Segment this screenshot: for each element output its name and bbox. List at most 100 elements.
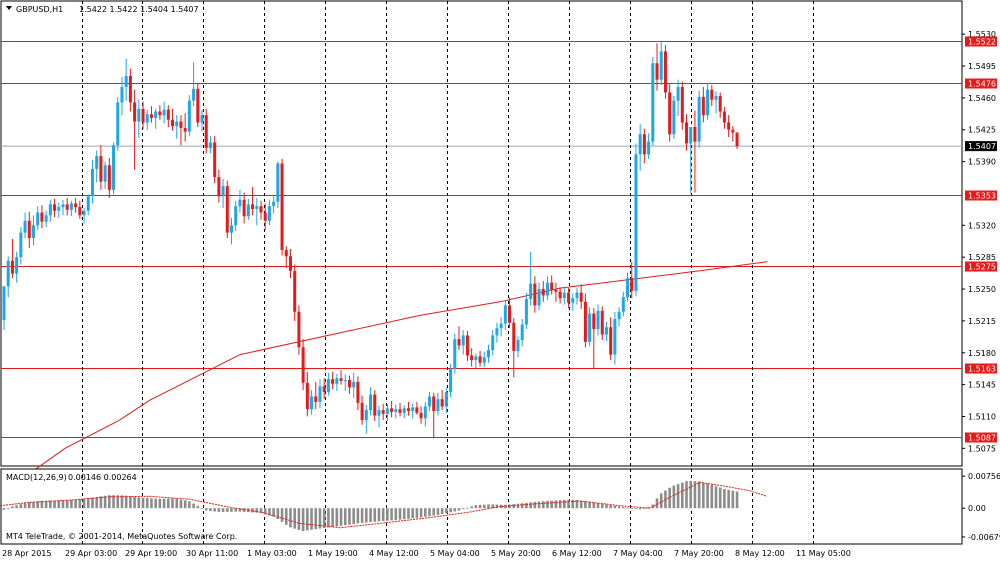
candle: [276, 161, 280, 209]
macd-bar: [171, 498, 174, 509]
macd-bar: [457, 508, 461, 511]
candle: [512, 318, 516, 378]
candle: [255, 198, 259, 226]
macd-bar: [276, 508, 280, 520]
candle: [486, 344, 490, 363]
price-tick-label: 1.5075: [968, 444, 996, 453]
candle: [655, 43, 659, 91]
candle: [701, 86, 705, 123]
candle: [360, 395, 364, 425]
macd-bar: [411, 508, 414, 519]
candle: [133, 89, 137, 170]
macd-bar: [183, 500, 187, 509]
candle: [200, 109, 204, 132]
macd-bar: [65, 500, 69, 509]
macd-bar: [525, 502, 528, 509]
price-tick-label: 1.5180: [968, 349, 996, 358]
macd-bar: [314, 508, 318, 530]
macd-tick-label: 0.00: [968, 504, 986, 513]
macd-bar: [702, 482, 705, 509]
macd-bar: [689, 480, 693, 509]
macd-bar: [196, 506, 200, 509]
macd-bar: [567, 499, 570, 509]
price-level-badge: [965, 261, 997, 272]
macd-bar: [99, 496, 103, 509]
candle: [722, 106, 726, 129]
candle: [40, 205, 44, 229]
macd-bar: [23, 503, 27, 509]
macd-bar: [424, 508, 427, 517]
macd-bar: [647, 506, 650, 509]
macd-bar: [280, 508, 284, 522]
macd-bar: [230, 508, 233, 512]
price-plot-frame: [0, 0, 963, 467]
candle: [668, 84, 672, 142]
candle: [57, 202, 61, 219]
macd-bar: [613, 505, 617, 509]
macd-bar: [685, 481, 688, 509]
macd-bar: [289, 508, 292, 528]
macd-plot[interactable]: 0.00756 0.00 -0.00679 MACD(12,26,9) 0.0014…: [0, 468, 1000, 545]
candle: [322, 378, 326, 400]
macd-bar: [474, 505, 478, 509]
macd-bar: [579, 500, 583, 509]
time-tick-label: 1 May 03:00: [247, 549, 297, 558]
candle: [499, 317, 503, 337]
current-price-badge: [965, 141, 997, 152]
macd-histogram: [2, 480, 739, 532]
macd-bar: [672, 485, 676, 509]
candle: [6, 256, 10, 298]
candle: [567, 288, 571, 309]
macd-bar: [495, 504, 499, 509]
macd-bar: [263, 508, 267, 515]
macd-bar: [680, 482, 684, 509]
price-level-badge: [965, 36, 997, 47]
candle: [267, 199, 271, 226]
candle: [537, 282, 541, 310]
macd-bar: [499, 504, 503, 509]
macd-bar: [86, 498, 90, 509]
candle: [592, 308, 596, 370]
macd-bar: [390, 508, 393, 521]
candle: [411, 403, 415, 419]
candle: [495, 322, 499, 343]
macd-bar: [571, 499, 575, 509]
price-tick-label: 1.5530: [968, 30, 996, 39]
candle: [69, 200, 73, 217]
candle: [613, 311, 617, 365]
candle: [381, 403, 385, 421]
candle: [457, 326, 461, 351]
macd-bar: [365, 508, 368, 523]
symbol-timeframe: GBPUSD,H1: [16, 5, 63, 14]
candle: [192, 62, 196, 107]
dropdown-triangle-icon[interactable]: [6, 6, 12, 10]
macd-bar: [284, 508, 288, 525]
candle: [419, 406, 423, 424]
candle: [343, 374, 347, 391]
candle: [175, 115, 179, 139]
candle: [310, 390, 314, 415]
macd-bar: [415, 508, 419, 518]
macd-bar: [356, 508, 360, 524]
macd-axis: 0.00756 0.00 -0.00679: [962, 472, 1000, 542]
candle: [61, 199, 65, 216]
candle: [53, 198, 57, 218]
macd-bar: [188, 501, 191, 509]
macd-bar: [440, 508, 444, 515]
macd-bar: [74, 499, 77, 509]
candle: [672, 96, 676, 139]
candle: [461, 330, 465, 355]
macd-bar: [234, 508, 238, 512]
macd-tick-label: -0.00679: [968, 533, 1000, 542]
macd-bar: [108, 495, 111, 509]
candle: [158, 105, 162, 120]
candle: [179, 115, 183, 146]
candle: [15, 251, 19, 283]
macd-bar: [487, 504, 490, 509]
macd-bar: [727, 489, 730, 509]
price-plot[interactable]: 1.5530 1.5495 1.5460 1.5425 1.5390 1.5320 1.52…: [0, 0, 997, 481]
candle: [453, 333, 457, 374]
macd-bar: [622, 506, 625, 509]
candle: [272, 196, 276, 214]
